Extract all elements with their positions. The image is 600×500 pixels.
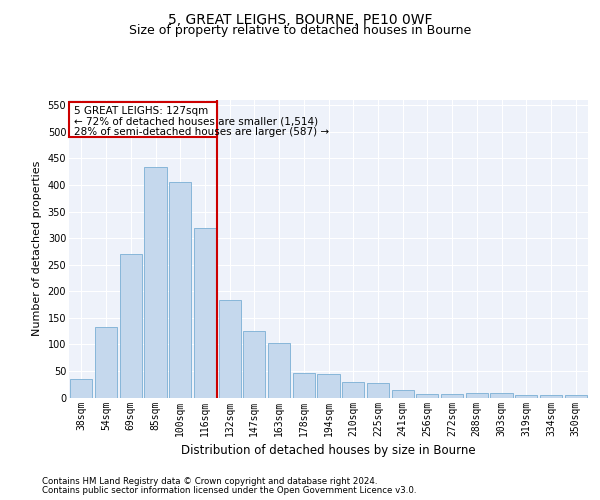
Bar xyxy=(243,331,265,398)
Bar xyxy=(145,168,167,398)
Text: Size of property relative to detached houses in Bourne: Size of property relative to detached ho… xyxy=(129,24,471,37)
Bar xyxy=(169,182,191,398)
Bar xyxy=(490,392,512,398)
Bar xyxy=(392,390,414,398)
Bar xyxy=(69,102,217,137)
Text: 5, GREAT LEIGHS, BOURNE, PE10 0WF: 5, GREAT LEIGHS, BOURNE, PE10 0WF xyxy=(168,12,432,26)
Bar xyxy=(515,396,538,398)
Bar xyxy=(342,382,364,398)
X-axis label: Distribution of detached houses by size in Bourne: Distribution of detached houses by size … xyxy=(181,444,476,457)
Bar xyxy=(466,392,488,398)
Text: ← 72% of detached houses are smaller (1,514): ← 72% of detached houses are smaller (1,… xyxy=(74,116,318,126)
Bar xyxy=(441,394,463,398)
Bar xyxy=(95,327,117,398)
Text: Contains HM Land Registry data © Crown copyright and database right 2024.: Contains HM Land Registry data © Crown c… xyxy=(42,477,377,486)
Bar xyxy=(119,254,142,398)
Bar xyxy=(194,228,216,398)
Bar xyxy=(218,300,241,398)
Text: Contains public sector information licensed under the Open Government Licence v3: Contains public sector information licen… xyxy=(42,486,416,495)
Bar xyxy=(416,394,439,398)
Bar xyxy=(565,396,587,398)
Text: 5 GREAT LEIGHS: 127sqm: 5 GREAT LEIGHS: 127sqm xyxy=(74,106,208,116)
Text: 28% of semi-detached houses are larger (587) →: 28% of semi-detached houses are larger (… xyxy=(74,127,329,137)
Bar xyxy=(317,374,340,398)
Bar xyxy=(367,382,389,398)
Bar xyxy=(540,396,562,398)
Bar xyxy=(293,373,315,398)
Bar xyxy=(268,343,290,398)
Y-axis label: Number of detached properties: Number of detached properties xyxy=(32,161,42,336)
Bar xyxy=(70,379,92,398)
